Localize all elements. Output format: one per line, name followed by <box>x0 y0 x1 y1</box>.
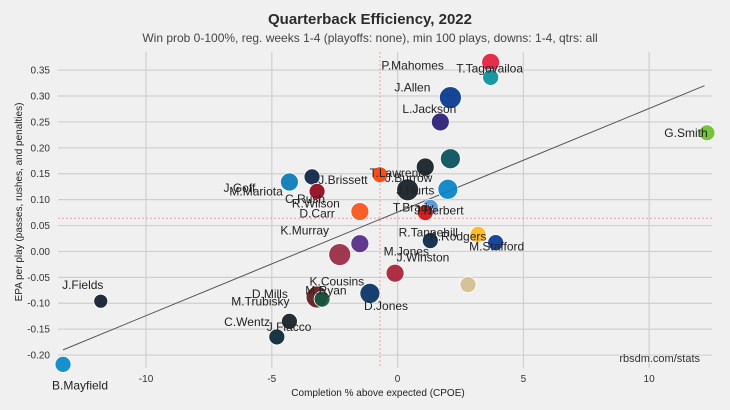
x-tick-label: 5 <box>521 374 527 385</box>
point-label: M.Stafford <box>469 240 524 254</box>
point-label: G.Smith <box>664 126 707 140</box>
y-tick-label: 0.00 <box>31 247 51 258</box>
data-point <box>93 293 109 309</box>
point-label: J.Burrow <box>385 171 433 185</box>
y-tick-label: 0.25 <box>31 117 51 128</box>
y-tick-label: -0.15 <box>27 325 50 336</box>
y-tick-label: 0.15 <box>31 169 51 180</box>
point-label: J.Winston <box>397 251 450 265</box>
point-labels: P.Mahomes T.Tagovailoa J.Allen L.Jackson G.S… <box>52 58 708 392</box>
point-label: J.Fields <box>62 278 103 292</box>
data-point <box>698 124 716 142</box>
point-label: K.Murray <box>280 224 329 238</box>
data-point <box>328 243 352 266</box>
data-point <box>430 112 450 132</box>
data-point <box>415 157 435 177</box>
point-label: M.Trubisky <box>231 294 289 308</box>
point-label: R.Tannehill <box>399 225 458 239</box>
data-point <box>439 148 461 170</box>
data-point <box>313 290 331 308</box>
data-point <box>482 68 500 86</box>
y-tick-label: -0.10 <box>27 299 50 310</box>
data-point <box>438 86 462 109</box>
point-label: C.Rush <box>285 192 325 206</box>
trend-line-group <box>62 85 705 351</box>
point-label: J.Flacco <box>267 320 312 334</box>
data-point <box>437 178 459 200</box>
y-tick-label: -0.05 <box>27 273 50 284</box>
x-tick-label: -5 <box>267 374 276 385</box>
data-point <box>350 202 370 221</box>
point-label: D.Carr <box>299 206 334 220</box>
chart-subtitle: Win prob 0-100%, reg. weeks 1-4 (playoff… <box>142 31 597 45</box>
data-point <box>416 204 434 221</box>
data-point <box>396 178 420 202</box>
x-axis-label: Completion % above expected (CPOE) <box>291 388 464 399</box>
y-tick-label: 0.10 <box>31 195 51 206</box>
data-point <box>308 182 326 200</box>
y-tick-label: -0.20 <box>27 351 50 362</box>
point-label: J.Herbert <box>414 203 464 217</box>
point-label: M.Ryan <box>305 283 346 297</box>
plot-background <box>58 52 712 368</box>
point-label: J.Goff <box>224 181 256 195</box>
data-point <box>280 172 299 192</box>
point-label: K.Cousins <box>309 275 364 289</box>
credit-text: rbsdm.com/stats <box>619 353 700 365</box>
y-tick-label: 0.20 <box>31 143 51 154</box>
chart-title: Quarterback Efficiency, 2022 <box>268 11 472 28</box>
point-label: T.Tagovailoa <box>456 61 523 75</box>
point-label: A.Rodgers <box>430 229 487 243</box>
point-label: D.Jones <box>364 299 408 313</box>
x-tick-label: -10 <box>139 374 154 385</box>
data-point <box>350 234 370 254</box>
y-tick-label: 0.05 <box>31 221 51 232</box>
point-label: P.Mahomes <box>381 58 443 72</box>
data-point <box>487 234 505 252</box>
data-point <box>469 225 487 243</box>
point-label: D.Mills <box>252 287 288 301</box>
point-label: J.Hurts <box>396 184 434 198</box>
point-label: R.Wilson <box>292 197 340 211</box>
trend-line <box>62 85 705 351</box>
point-label: T.Lawrence <box>370 166 432 180</box>
data-point <box>268 328 286 346</box>
point-label: B.Mayfield <box>52 378 108 392</box>
x-tick-label: 10 <box>644 374 656 385</box>
data-point <box>459 276 477 293</box>
point-label: M.Mariota <box>229 184 283 198</box>
data-point <box>359 283 381 304</box>
point-label: J.Allen <box>394 81 430 95</box>
plot-area <box>58 52 712 368</box>
y-tick-label: 0.30 <box>31 92 51 103</box>
y-axis-label: EPA per play (passes, rushes, and penalt… <box>14 103 25 302</box>
data-point <box>421 232 439 249</box>
x-tick-label: 0 <box>395 374 401 385</box>
mean-lines <box>58 52 712 368</box>
data-point <box>54 355 72 373</box>
data-point <box>281 312 298 330</box>
point-label: L.Jackson <box>402 102 456 116</box>
point-label: M.Jones <box>384 245 429 259</box>
y-tick-label: 0.35 <box>31 66 51 77</box>
point-label: J.Brissett <box>318 173 368 187</box>
tick-labels: -10 -5 0 5 10 -0.20 -0.15 -0.10 -0.05 0.00 0.05 0.1… <box>27 66 655 385</box>
data-points <box>54 52 716 373</box>
data-point <box>371 166 389 184</box>
point-label: C.Wentz <box>224 315 270 329</box>
data-point <box>385 263 405 283</box>
point-label: T.Brady <box>393 201 434 215</box>
